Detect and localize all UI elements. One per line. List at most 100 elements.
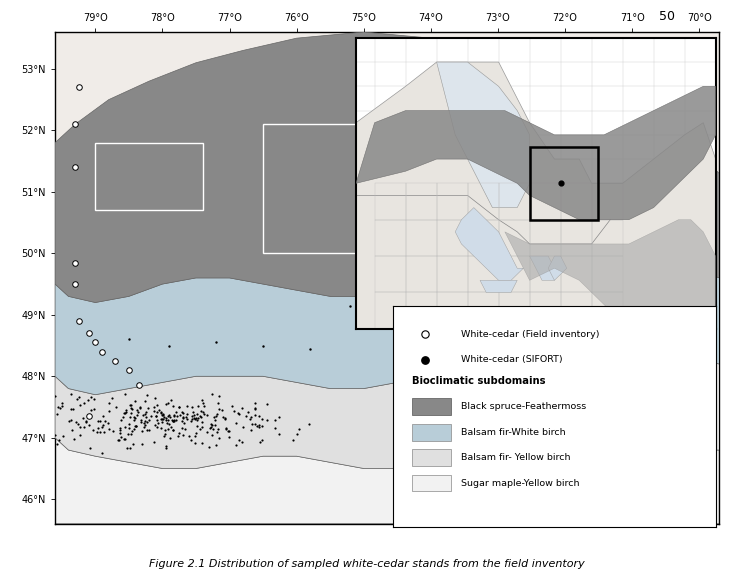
Point	[166, 416, 178, 425]
Point	[438, 276, 450, 286]
Text: Balsam fir- Yellow birch: Balsam fir- Yellow birch	[460, 453, 570, 462]
Point	[36, 397, 48, 406]
Point	[256, 414, 268, 424]
Point	[160, 413, 172, 423]
Point	[419, 329, 431, 339]
Point	[126, 404, 138, 414]
Point	[128, 415, 140, 424]
Point	[236, 438, 248, 447]
Point	[39, 413, 51, 423]
Point	[140, 412, 152, 421]
Point	[236, 403, 248, 413]
Point	[108, 426, 120, 435]
Point	[162, 415, 174, 424]
Point	[109, 356, 121, 365]
Point	[149, 393, 161, 402]
Point	[185, 416, 197, 425]
Point	[99, 416, 111, 425]
Point	[378, 289, 390, 298]
Point	[169, 411, 181, 420]
Point	[90, 338, 101, 347]
Point	[0, 421, 5, 430]
Point	[95, 422, 107, 431]
Point	[179, 424, 191, 434]
Text: Balsam fir-White birch: Balsam fir-White birch	[460, 428, 565, 436]
Point	[110, 403, 122, 412]
Point	[189, 438, 200, 448]
Point	[63, 416, 75, 425]
Point	[195, 406, 207, 416]
Point	[65, 404, 77, 414]
Point	[156, 417, 168, 427]
Point	[124, 401, 136, 410]
Point	[143, 415, 155, 424]
Point	[123, 420, 135, 429]
Point	[25, 416, 37, 425]
Point	[133, 381, 145, 390]
Point	[51, 440, 63, 449]
Point	[112, 435, 124, 445]
Point	[129, 413, 141, 423]
Point	[127, 439, 139, 448]
Point	[224, 427, 236, 436]
Point	[69, 162, 81, 172]
Point	[230, 440, 242, 449]
Point	[165, 422, 177, 431]
Point	[208, 424, 219, 434]
Point	[175, 407, 187, 417]
Point	[159, 412, 170, 421]
Point	[214, 434, 225, 443]
Point	[201, 427, 213, 436]
Point	[168, 417, 180, 426]
Point	[269, 416, 280, 425]
Point	[205, 422, 217, 431]
Point	[125, 443, 137, 452]
Point	[249, 420, 261, 429]
Point	[162, 425, 174, 434]
Point	[206, 389, 218, 399]
Point	[249, 410, 261, 420]
Point	[217, 405, 228, 414]
Point	[8, 410, 20, 420]
Point	[365, 246, 377, 255]
Point	[172, 428, 184, 438]
Point	[84, 420, 95, 430]
Point	[19, 421, 31, 431]
Point	[115, 432, 127, 441]
Point	[156, 414, 168, 424]
Point	[8, 416, 20, 425]
Point	[118, 434, 130, 443]
Point	[236, 423, 248, 432]
Point	[139, 396, 150, 406]
Point	[209, 420, 221, 430]
Point	[226, 402, 238, 411]
Point	[67, 404, 79, 413]
Point	[95, 416, 106, 425]
Point	[161, 411, 173, 420]
Point	[192, 414, 203, 423]
Point	[553, 239, 564, 249]
Point	[194, 424, 206, 434]
Point	[134, 403, 146, 412]
Point	[71, 395, 83, 404]
Bar	[95, 143, 203, 210]
Point	[142, 403, 153, 412]
Point	[213, 392, 225, 401]
Point	[170, 407, 181, 417]
Point	[151, 415, 163, 424]
Point	[244, 425, 256, 435]
Point	[83, 411, 95, 421]
Point	[161, 418, 173, 427]
Point	[34, 407, 46, 417]
Point	[68, 434, 79, 443]
Point	[374, 249, 386, 258]
Point	[95, 427, 106, 436]
Text: Bioclimatic subdomains: Bioclimatic subdomains	[412, 377, 545, 386]
Point	[65, 390, 76, 399]
Point	[219, 413, 230, 423]
Point	[257, 341, 269, 350]
Point	[205, 420, 217, 429]
Point	[155, 424, 167, 433]
Point	[163, 419, 175, 428]
Point	[5, 418, 17, 428]
